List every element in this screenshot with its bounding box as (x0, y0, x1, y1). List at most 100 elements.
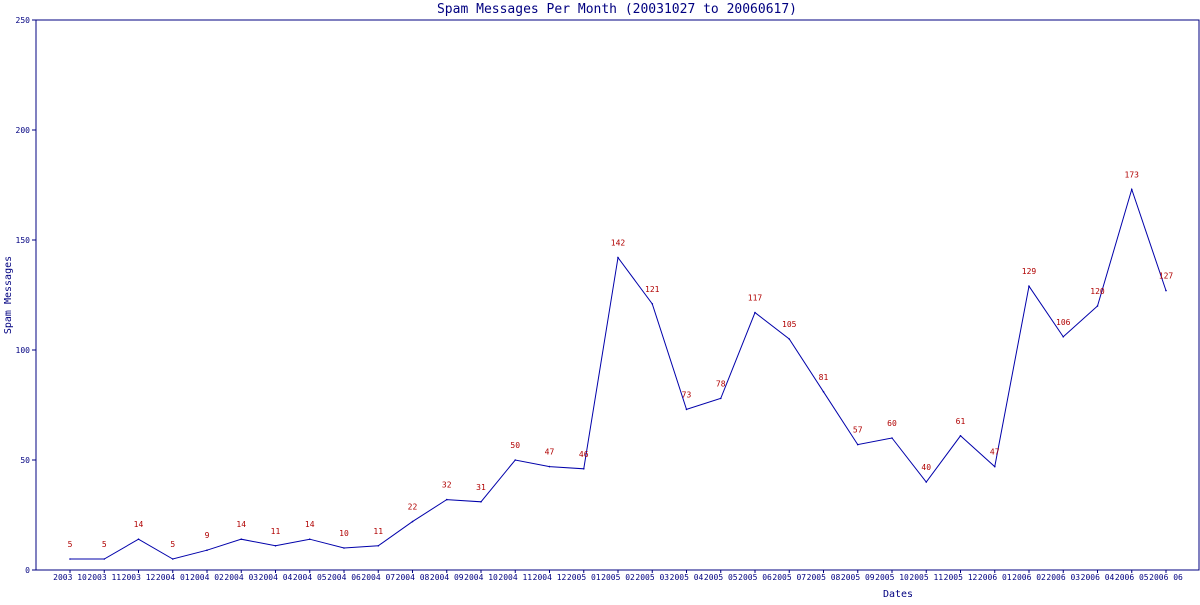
data-point (993, 465, 996, 468)
x-tick-label: 2005 04 (670, 573, 704, 582)
data-label: 11 (373, 527, 383, 536)
x-tick-label: 2004 01 (156, 573, 190, 582)
data-point (1130, 188, 1133, 191)
data-point (1028, 285, 1030, 288)
x-tick-label: 2005 08 (807, 573, 841, 582)
x-tick-label: 2006 05 (1115, 573, 1149, 582)
data-label: 78 (716, 379, 726, 388)
x-tick-label: 2004 12 (533, 573, 567, 582)
data-point (925, 481, 928, 483)
data-label: 61 (956, 417, 966, 426)
data-point (548, 465, 551, 468)
data-point (480, 501, 482, 503)
x-tick-label: 2006 01 (978, 573, 1012, 582)
data-label: 14 (134, 520, 144, 529)
data-point (617, 256, 619, 259)
data-point (137, 538, 140, 540)
data-point (514, 459, 517, 461)
x-tick-label: 2006 03 (1046, 573, 1080, 582)
data-label: 57 (853, 426, 863, 435)
x-tick-label: 2004 04 (259, 573, 293, 582)
x-axis-ticks: 2003 10 2003 11 2003 12 2004 01 2004 02 2004 … (53, 570, 1183, 582)
data-label: 32 (442, 481, 452, 490)
data-label: 129 (1022, 267, 1037, 276)
data-point (240, 538, 243, 540)
data-point (788, 338, 791, 340)
data-label: 22 (408, 503, 418, 512)
data-label: 47 (990, 448, 1000, 457)
x-tick-label: 2004 09 (430, 573, 464, 582)
data-label: 10 (339, 529, 349, 538)
x-tick-label: 2004 10 (464, 573, 498, 582)
data-label: 142 (611, 239, 626, 248)
x-tick-label: 2005 01 (567, 573, 601, 582)
data-label: 14 (305, 520, 315, 529)
data-point (1062, 336, 1065, 338)
data-label: 31 (476, 483, 486, 492)
data-label: 120 (1090, 287, 1105, 296)
x-tick-label: 2003 11 (87, 573, 121, 582)
x-tick-label: 2004 07 (361, 573, 395, 582)
data-label: 14 (236, 520, 246, 529)
x-tick-label: 2005 05 (704, 573, 738, 582)
data-label: 60 (887, 419, 897, 428)
data-label: 105 (782, 320, 797, 329)
data-point (343, 547, 345, 549)
data-point (103, 558, 106, 560)
x-tick-label: 2006 06 (1149, 573, 1183, 582)
data-label: 47 (545, 448, 555, 457)
y-axis-label: Spam Messages (3, 256, 14, 334)
data-label: 11 (271, 527, 281, 536)
data-point (891, 437, 893, 439)
x-tick-label: 2005 07 (772, 573, 806, 582)
data-label: 81 (819, 373, 829, 382)
data-label: 121 (645, 285, 660, 294)
data-point (171, 558, 174, 560)
data-label: 9 (205, 531, 210, 540)
y-tick-label: 100 (16, 346, 31, 355)
data-label: 50 (510, 441, 520, 450)
x-tick-label: 2004 03 (224, 573, 258, 582)
data-point (274, 545, 277, 547)
x-tick-label: 2003 12 (122, 573, 156, 582)
data-point (856, 443, 859, 446)
data-point (445, 498, 448, 501)
data-point (754, 311, 756, 314)
y-tick-label: 250 (16, 16, 31, 25)
x-tick-label: 2005 11 (909, 573, 943, 582)
y-tick-label: 50 (20, 456, 30, 465)
data-point (582, 468, 585, 470)
x-tick-label: 2005 10 (875, 573, 909, 582)
data-point (1096, 305, 1099, 307)
data-point (685, 408, 688, 411)
x-tick-label: 2004 06 (327, 573, 361, 582)
x-tick-label: 2005 02 (601, 573, 635, 582)
data-point (959, 435, 962, 437)
data-labels: 5 5 14 5 9 14 11 14 10 11 22 32 31 50 47 46 142 121 73 78 11… (68, 170, 1174, 560)
data-label: 117 (748, 294, 763, 303)
data-label: 46 (579, 450, 589, 459)
data-label: 127 (1159, 272, 1174, 281)
data-point (822, 391, 825, 393)
y-tick-label: 0 (25, 566, 30, 575)
x-tick-label: 2006 02 (1012, 573, 1046, 582)
x-tick-label: 2004 02 (190, 573, 224, 582)
x-tick-label: 2003 10 (53, 573, 87, 582)
data-point (1165, 289, 1167, 292)
data-point (651, 303, 654, 305)
data-point (206, 549, 208, 551)
data-label: 5 (170, 540, 175, 549)
data-label: 106 (1056, 318, 1071, 327)
x-tick-label: 2006 04 (1081, 573, 1115, 582)
plot-frame (35, 19, 1200, 571)
data-point (719, 397, 722, 400)
x-tick-label: 2005 06 (738, 573, 772, 582)
x-axis-label: Dates (883, 589, 913, 600)
x-tick-label: 2005 12 (944, 573, 978, 582)
y-tick-label: 150 (16, 236, 31, 245)
data-label: 73 (682, 390, 692, 399)
data-label: 5 (102, 540, 107, 549)
x-tick-label: 2004 05 (293, 573, 327, 582)
data-label: 173 (1125, 170, 1140, 179)
